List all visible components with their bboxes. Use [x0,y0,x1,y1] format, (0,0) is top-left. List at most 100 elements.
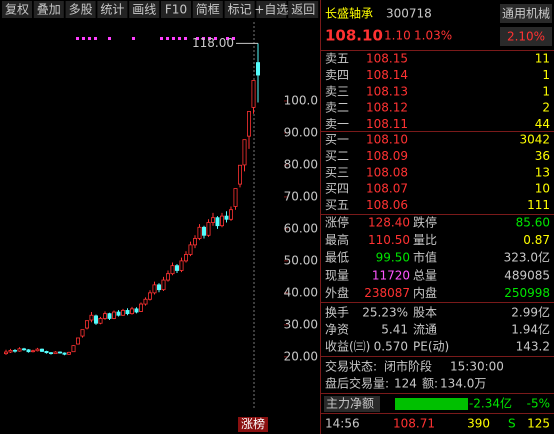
sector-button[interactable] [500,4,552,23]
candle-body [161,279,166,291]
y-tick-label: 40.00 [284,285,318,299]
finance-label: 收益(㈢) [325,340,370,354]
marker-dot [208,37,211,40]
candle-body [206,222,211,236]
toolbar-button[interactable] [129,1,160,18]
book-volume: 111 [527,198,550,212]
candle-body [192,238,197,246]
after-label: 盘后交易量: [325,376,389,391]
sector-label: 通用机械 [502,6,550,21]
annotation-label: 118.00 [192,36,234,50]
candle-body [219,215,224,227]
flow-label: 主力净额 [326,397,374,411]
toolbar-label: 标记 [228,3,252,17]
candle-body [107,313,112,319]
candle-body [174,265,179,271]
toolbar-button[interactable] [97,1,128,18]
candle-body [188,244,193,255]
book-price: 108.10 [366,133,408,147]
toolbar-button[interactable] [224,1,255,18]
candle-body [156,284,161,291]
status-time: 15:30:00 [450,360,504,374]
marker-dot [166,37,169,40]
book-price: 108.13 [366,84,408,98]
candle-body [165,273,170,281]
toolbar-label: F10 [165,3,187,17]
candle-body [40,348,45,352]
tick-side: S [508,417,516,431]
candle-body [44,350,49,354]
y-tick-label: 80.00 [284,157,318,171]
toolbar-label: 简框 [196,3,220,17]
toolbar-button[interactable] [65,1,96,18]
y-tick-label: 100.0 [284,93,318,107]
y-tick-label: 90.00 [284,125,318,139]
book-label: 买五 [325,198,349,212]
candle-body [89,314,94,321]
finance-value: 5.41 [381,323,408,337]
candle-body [30,350,35,353]
finance-label: 换手 [325,306,349,320]
book-label: 卖一 [325,117,349,131]
book-label: 买四 [325,182,349,196]
candle-body [170,265,175,275]
candle-body [242,139,247,166]
stat-value: 99.50 [376,251,410,265]
candle-body [103,313,108,319]
toolbar-button[interactable] [2,1,32,18]
marker-dot [226,37,229,40]
book-label: 卖三 [325,84,349,98]
toolbar-button[interactable] [256,1,287,18]
marker-dot [108,37,111,40]
marker-dot [178,37,181,40]
candle-body [183,254,188,262]
marker-dot [202,37,205,40]
toolbar-button[interactable] [161,1,191,18]
book-label: 卖二 [325,101,349,115]
price: 108.10 [325,27,383,45]
finance-value: 25.23% [362,306,408,320]
book-volume: 36 [535,149,550,163]
candle-body [21,348,26,351]
candle-body [224,215,229,220]
finance-label: 流通 [413,323,437,337]
book-volume: 2 [542,101,550,115]
candle-body [201,226,206,236]
book-label: 买二 [325,149,349,163]
book-label: 卖四 [325,68,349,82]
toolbar-label: +自选 [254,3,288,17]
book-price: 108.06 [366,198,408,212]
book-volume: 1 [542,84,550,98]
candle-body [233,188,238,207]
status-label: 交易状态: [325,359,377,374]
book-volume: 13 [535,165,550,179]
book-volume: 10 [535,182,550,196]
candle-body [85,320,90,329]
stat-value: 85.60 [516,216,550,230]
marker-dot [172,37,175,40]
candle-body [246,111,251,137]
candle-body [58,351,63,354]
stat-label: 内盘 [413,285,437,300]
candle-body [251,80,256,108]
candle-body [26,349,31,353]
finance-value: 0.570 [374,340,408,354]
marker-dot [214,37,217,40]
toolbar-button[interactable] [288,1,319,18]
amount-label: 额: [422,377,438,391]
sector-pct: 2.10% [507,30,545,44]
stat-value: 489085 [504,268,550,282]
book-price: 108.08 [366,165,408,179]
tick-price: 108.71 [393,417,435,431]
candle-body [17,348,22,352]
stat-label: 量比 [413,233,437,247]
candle-body [134,308,139,313]
stat-label: 跌停 [413,215,437,230]
toolbar-button[interactable] [33,1,64,18]
book-volume: 44 [535,117,550,131]
stat-value: 11720 [372,268,410,282]
candle-body [76,337,81,345]
toolbar-button[interactable] [192,1,223,18]
marker-dot [184,37,187,40]
candle-body [255,62,260,76]
